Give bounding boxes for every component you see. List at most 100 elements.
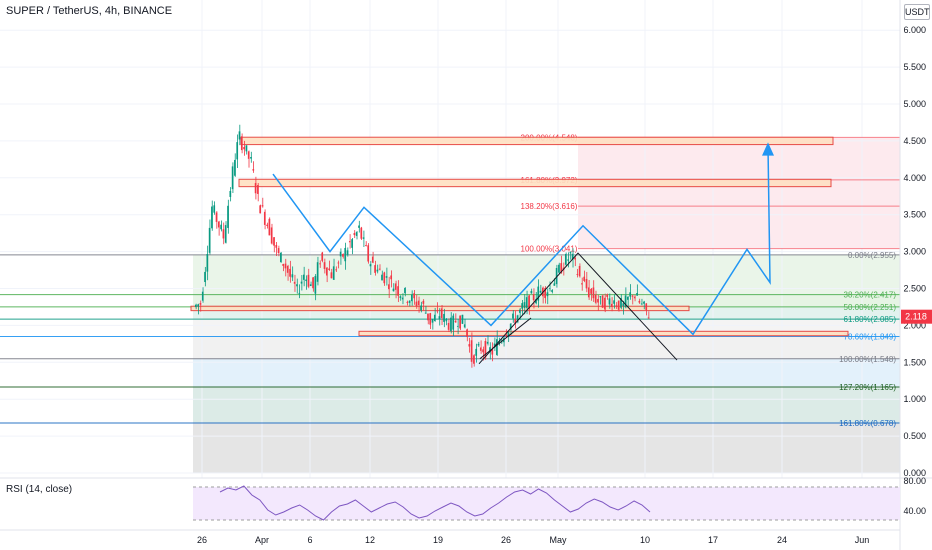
candle-body bbox=[358, 225, 360, 228]
candle-body bbox=[443, 313, 445, 322]
fib-label-lower-4: 78.60%(1.849) bbox=[844, 333, 897, 342]
candle-body bbox=[493, 343, 496, 346]
candle-body bbox=[624, 295, 627, 308]
candle-body bbox=[291, 274, 294, 278]
candle-body bbox=[551, 290, 553, 292]
candle-body bbox=[298, 292, 301, 294]
candle-body bbox=[286, 265, 289, 273]
fib-label-lower-0: 0.00%(2.955) bbox=[848, 251, 896, 260]
candle-body bbox=[390, 275, 393, 280]
candle-body bbox=[569, 252, 572, 254]
currency-badge[interactable]: USDT bbox=[904, 4, 930, 20]
fib-band-6 bbox=[193, 387, 900, 423]
candle-body bbox=[369, 264, 372, 267]
trendline-lower bbox=[479, 317, 532, 360]
fib-label-upper-2: 138.20%(3.616) bbox=[521, 202, 578, 211]
price-zone-0 bbox=[240, 136, 834, 146]
candle-body bbox=[470, 340, 473, 362]
candle-body bbox=[397, 286, 399, 296]
candle-body bbox=[633, 296, 636, 299]
candle-body bbox=[558, 264, 560, 273]
candle-body bbox=[250, 156, 252, 159]
candle-body bbox=[374, 265, 376, 273]
candle-body bbox=[544, 287, 546, 299]
candle-body bbox=[606, 294, 609, 297]
candle-body bbox=[406, 301, 409, 303]
candle-body bbox=[353, 233, 356, 236]
candle-body bbox=[477, 343, 480, 346]
fib-label-lower-3: 61.80%(2.085) bbox=[844, 315, 897, 324]
candle-body bbox=[342, 254, 344, 257]
candle-body bbox=[521, 303, 524, 309]
candle-body bbox=[546, 292, 549, 297]
candle-body bbox=[385, 276, 388, 278]
x-tick-label: Jun bbox=[855, 535, 870, 545]
candle-body bbox=[411, 294, 413, 302]
x-tick-label: May bbox=[549, 535, 567, 545]
candle-body bbox=[307, 274, 310, 287]
fib-label-lower-7: 161.80%(0.678) bbox=[839, 419, 896, 428]
candle-body bbox=[578, 266, 581, 277]
candle-body bbox=[355, 232, 358, 236]
y-tick-label: 3.000 bbox=[903, 247, 926, 257]
candle-body bbox=[371, 256, 374, 263]
candle-body bbox=[496, 339, 498, 355]
candle-body bbox=[438, 316, 441, 320]
candle-body bbox=[243, 147, 245, 150]
rsi-tick-40: 40.00 bbox=[903, 506, 926, 516]
fib-band-5 bbox=[193, 358, 900, 388]
rsi-indicator-label[interactable]: RSI (14, close) bbox=[6, 484, 73, 495]
y-tick-label: 0.500 bbox=[903, 431, 926, 441]
y-tick-label: 2.000 bbox=[903, 320, 926, 330]
candle-body bbox=[491, 349, 494, 355]
candle-body bbox=[305, 279, 308, 282]
candle-body bbox=[197, 304, 199, 307]
candle-body bbox=[590, 288, 592, 294]
candle-body bbox=[303, 274, 305, 280]
candle-body bbox=[528, 295, 530, 310]
candle-body bbox=[574, 257, 576, 260]
candle-body bbox=[404, 287, 406, 294]
x-tick-label: 6 bbox=[307, 535, 312, 545]
candle-body bbox=[454, 320, 457, 323]
candle-body bbox=[268, 218, 271, 236]
candle-body bbox=[512, 313, 514, 319]
symbol-title[interactable]: SUPER / TetherUS, 4h, BINANCE bbox=[6, 5, 173, 17]
candle-body bbox=[381, 274, 383, 281]
candle-body bbox=[489, 347, 491, 353]
candle-body bbox=[220, 224, 222, 230]
x-tick-label: 12 bbox=[365, 535, 375, 545]
candle-body bbox=[532, 294, 535, 301]
candle-body bbox=[553, 283, 556, 286]
candle-body bbox=[484, 340, 487, 358]
candle-body bbox=[247, 151, 250, 159]
rsi-tick-80: 80.00 bbox=[903, 476, 926, 486]
candle-body bbox=[330, 272, 333, 279]
fib-label-lower-6: 127.20%(1.165) bbox=[839, 383, 896, 392]
candle-body bbox=[461, 314, 464, 324]
candle-body bbox=[638, 300, 641, 303]
candle-body bbox=[537, 286, 540, 301]
wedge-lines bbox=[478, 252, 678, 365]
candle-body bbox=[339, 251, 342, 257]
candle-body bbox=[394, 283, 397, 290]
fib-band-7 bbox=[193, 422, 900, 473]
candle-body bbox=[535, 299, 537, 304]
x-tick-label: Apr bbox=[255, 535, 269, 545]
candle-body bbox=[312, 277, 314, 289]
candle-body bbox=[585, 279, 588, 289]
candle-body bbox=[415, 301, 418, 307]
candle-body bbox=[362, 237, 365, 239]
candle-body bbox=[401, 297, 404, 300]
x-tick-label: 24 bbox=[777, 535, 787, 545]
candle-body bbox=[378, 268, 381, 270]
candle-body bbox=[204, 271, 206, 283]
fib-label-lower-2: 50.00%(2.251) bbox=[844, 303, 897, 312]
candle-body bbox=[254, 183, 257, 194]
candle-body bbox=[608, 298, 611, 305]
candle-body bbox=[555, 267, 558, 285]
candle-body bbox=[238, 131, 241, 140]
x-tick-label: 17 bbox=[708, 535, 718, 545]
candle-body bbox=[282, 264, 285, 266]
